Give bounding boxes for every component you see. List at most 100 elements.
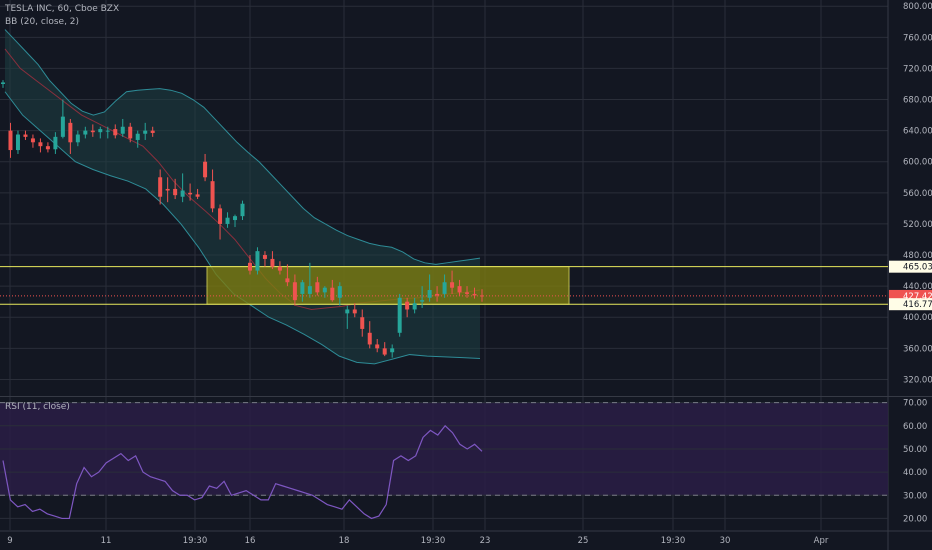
candle-body-53 [397,297,402,333]
price-tag-lower-bg [889,298,932,311]
candle-body-4 [30,138,35,143]
price-tick-label-0: 800.00 [903,2,932,12]
price-tick-label-3: 680.00 [903,96,932,106]
time-tick-label-5: 19:30 [421,536,446,546]
rsi-tick-label-1: 60.00 [903,422,927,432]
candle-body-52 [390,348,395,353]
time-tick-label-4: 18 [339,536,350,546]
rsi-tick-label-4: 30.00 [903,491,927,501]
price-tag-lower: 416.77 [889,298,932,311]
candle-body-13 [98,129,103,133]
candle-body-51 [382,348,387,355]
candle-body-15 [113,129,118,136]
candle-body-57 [427,290,432,298]
candle-body-1 [8,130,13,151]
rsi-tick-label-0: 70.00 [903,399,927,409]
rsi-tick-label-3: 40.00 [903,468,927,478]
time-tick-label-10: Apr [814,536,829,546]
rsi-pane [0,402,888,519]
candle-body-64 [480,295,484,297]
candle-body-63 [472,293,477,296]
candle-body-61 [457,286,462,293]
candle-body-18 [135,133,140,140]
time-axis[interactable]: 9 11 19:30 16 18 19:30 23 25 19:30 30 Apr [7,536,829,546]
time-tick-label-6: 23 [480,536,491,546]
bb-legend[interactable]: BB (20, close, 2) [5,17,83,27]
candle-body-47 [352,309,357,314]
candle-body-11 [83,130,88,135]
time-tick-label-0: 9 [7,536,12,546]
candle-body-3 [23,134,28,137]
candle-body-39 [292,282,297,301]
symbol-title: TESLA INC, 60, Cboe BZX [5,4,120,14]
rsi-legend[interactable]: RSI (11, close) [5,402,74,412]
candle-body-58 [435,293,440,296]
rsi-tick-label-2: 50.00 [903,445,927,455]
bb-upper-line [4,29,481,265]
candle-body-59 [442,282,447,294]
candle-body-29 [218,208,223,224]
candle-body-48 [360,317,365,329]
candle-body-16 [120,126,125,134]
symbol-legend[interactable]: TESLA INC, 60, Cboe BZX [5,4,123,14]
candle-body-37 [277,266,282,271]
candle-body-43 [322,287,327,293]
candle-body-5 [38,142,43,147]
time-tick-label-2: 19:30 [183,536,208,546]
candle-body-41 [307,286,312,294]
candle-body-20 [150,130,155,133]
time-tick-label-8: 19:30 [661,536,686,546]
candle-body-26 [195,194,200,197]
candle-body-10 [75,134,80,143]
rsi-indicator [2,424,483,520]
candle-body-24 [180,190,185,197]
candle-body-9 [68,122,73,143]
zone-rect [206,266,570,305]
candle-body-54 [405,301,410,310]
price-tick-label-6: 560.00 [903,189,932,199]
candle-body-49 [367,332,372,345]
price-tick-label-10: 400.00 [903,313,932,323]
candle-body-6 [45,146,50,150]
candle-body-44 [330,287,335,301]
candle-body-12 [90,130,95,133]
candle-body-60 [450,282,455,288]
candle-body-0 [1,82,5,84]
price-tag-last-text: 427.42 [903,292,932,302]
candle-body-40 [300,282,305,294]
candle-body-19 [143,130,148,134]
candle-body-32 [240,203,245,217]
candle-body-46 [345,309,350,314]
price-tick-label-5: 600.00 [903,158,932,168]
price-tag-upper-bg [889,260,932,273]
candle-body-55 [412,303,417,310]
candle-body-35 [262,255,267,259]
candle-body-7 [53,136,58,150]
bb-title: BB (20, close, 2) [5,17,80,27]
candle-body-38 [285,278,290,283]
candle-body-36 [270,258,275,267]
support-resistance-zone[interactable] [0,266,888,305]
candle-body-27 [203,161,208,178]
price-tag-lower-text: 416.77 [903,300,932,310]
price-tag-upper: 465.03 [889,260,932,273]
price-tick-label-7: 520.00 [903,220,932,230]
candle-body-34 [255,251,260,271]
price-tick-label-4: 640.00 [903,127,932,137]
candle-body-17 [128,126,133,139]
candle-body-30 [225,217,230,224]
price-tick-label-12: 320.00 [903,375,932,385]
candle-body-62 [465,292,470,294]
candle-body-21 [158,177,163,197]
candles [1,80,484,358]
price-axis[interactable]: 800.00 760.00 720.00 680.00 640.00 600.00 560.… [903,2,932,524]
rsi-tick-label-5: 20.00 [903,514,927,524]
candle-body-42 [315,282,320,293]
candle-body-45 [337,286,342,298]
time-tick-label-3: 16 [245,536,256,546]
price-tick-label-8: 480.00 [903,251,932,261]
price-tick-label-1: 760.00 [903,33,932,43]
candle-body-25 [188,192,193,195]
